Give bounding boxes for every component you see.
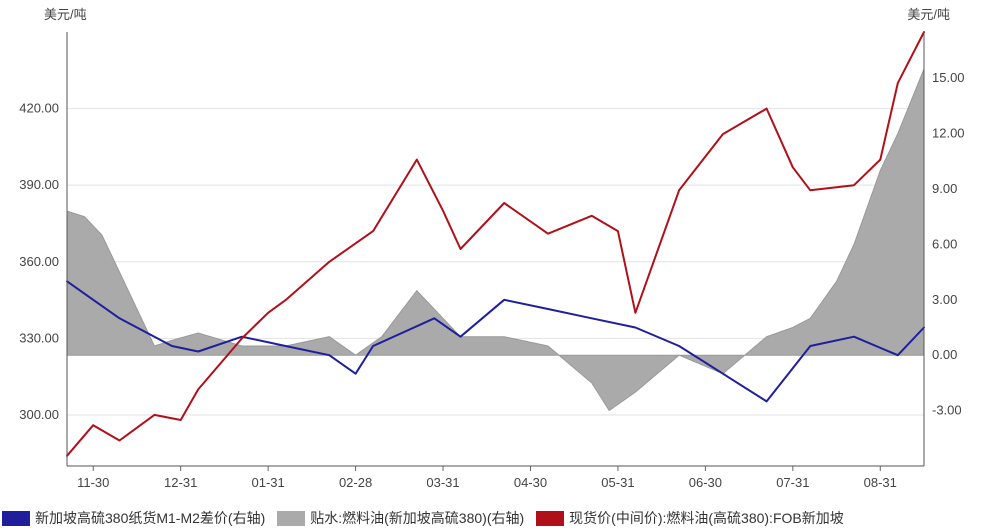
legend-item-premium: 贴水:燃料油(新加坡高硫380)(右轴) [277, 508, 524, 528]
x-tick-label: 12-31 [164, 475, 197, 490]
right-tick-label: 6.00 [932, 236, 957, 251]
x-tick-label: 04-30 [514, 475, 547, 490]
series-line-2 [66, 31, 925, 457]
legend-swatch-spread [2, 510, 30, 526]
x-tick-label: 03-31 [426, 475, 459, 490]
x-tick-label: 08-31 [864, 475, 897, 490]
grid-lines [67, 108, 924, 416]
series-line-0 [66, 280, 925, 403]
legend-label-spread: 新加坡高硫380纸货M1-M2差价(右轴) [35, 510, 266, 526]
axes: 300.00 330.00 360.00 390.00 420.00 -3.00 0.00 3… [19, 32, 965, 490]
x-tick-label: 06-30 [689, 475, 722, 490]
right-tick-label: -3.00 [932, 403, 962, 418]
left-tick-label: 360.00 [19, 254, 59, 269]
x-tick-label: 01-31 [252, 475, 285, 490]
left-tick-label: 330.00 [19, 330, 59, 345]
series-area-1 [66, 68, 925, 412]
legend-item-spread: 新加坡高硫380纸货M1-M2差价(右轴) [2, 508, 265, 528]
legend-label-spot-price: 现货价(中间价):燃料油(高硫380):FOB新加坡 [569, 510, 844, 526]
x-tick-label: 05-31 [601, 475, 634, 490]
right-tick-label: 3.00 [932, 292, 957, 307]
right-unit-label: 美元/吨 [907, 7, 950, 22]
legend-swatch-spot-price [536, 510, 565, 526]
left-tick-label: 390.00 [19, 177, 59, 192]
x-tick-label: 02-28 [339, 475, 372, 490]
right-tick-label: 15.00 [932, 70, 965, 85]
x-tick-label: 11-30 [77, 475, 109, 490]
left-tick-label: 420.00 [19, 101, 59, 116]
legend-swatch-premium [277, 510, 306, 526]
left-tick-label: 300.00 [19, 407, 59, 422]
chart-canvas: 300.00 330.00 360.00 390.00 420.00 -3.00 0.00 3… [19, 7, 965, 490]
area-series-layer [66, 68, 925, 412]
right-tick-label: 9.00 [932, 181, 957, 196]
legend-label-premium: 贴水:燃料油(新加坡高硫380)(右轴) [310, 510, 525, 526]
right-tick-label: 12.00 [932, 126, 965, 141]
legend-item-spot-price: 现货价(中间价):燃料油(高硫380):FOB新加坡 [536, 508, 844, 528]
line-series-layer [66, 31, 925, 457]
chart-legend: 新加坡高硫380纸货M1-M2差价(右轴) 贴水:燃料油(新加坡高硫380)(右… [2, 508, 998, 528]
left-unit-label: 美元/吨 [44, 7, 87, 22]
x-tick-label: 07-31 [776, 475, 809, 490]
right-tick-label: 0.00 [932, 347, 957, 362]
